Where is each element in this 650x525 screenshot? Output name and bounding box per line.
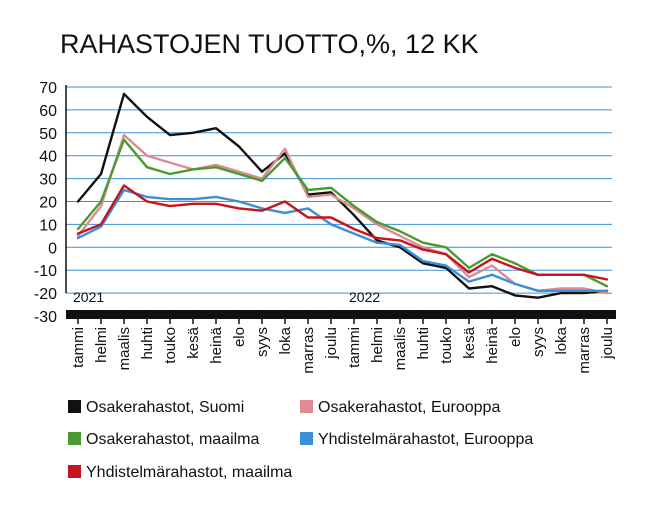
x-axis: [66, 310, 616, 324]
x-tick-label: elo: [507, 327, 524, 347]
y-tick-label: 50: [39, 126, 57, 143]
series-line-1: [76, 92, 609, 299]
legend-label: Osakerahastot, Eurooppa: [318, 399, 500, 416]
legend-swatch: [68, 432, 81, 445]
x-tick-label: kesä: [461, 326, 478, 358]
x-tick-label: heinä: [484, 326, 501, 363]
legend-swatch: [68, 400, 81, 413]
x-tick-label: syys: [254, 327, 271, 357]
y-tick-label: 10: [39, 217, 57, 234]
x-tick-label: maalis: [392, 327, 409, 370]
chart-title: RAHASTOJEN TUOTTO,%, 12 KK: [60, 29, 479, 59]
legend-item: Osakerahastot, Suomi: [68, 399, 244, 416]
x-tick-label: joulu: [599, 327, 616, 360]
y-tick-label: 40: [39, 149, 57, 166]
x-tick-label: touko: [162, 327, 179, 364]
x-tick-label: maalis: [116, 327, 133, 370]
y-tick-label: -20: [34, 286, 57, 303]
y-tick-label: 30: [39, 172, 57, 189]
legend-item: Osakerahastot, Eurooppa: [300, 399, 500, 416]
x-tick-label: syys: [530, 327, 547, 357]
series-line-5: [76, 184, 609, 281]
x-tick-label: helmi: [93, 327, 110, 363]
legend-swatch: [300, 400, 313, 413]
y-tick-label: 70: [39, 80, 57, 97]
x-tick-label: elo: [231, 327, 248, 347]
x-tick-label: loka: [553, 326, 570, 354]
x-tick-label: kesä: [185, 326, 202, 358]
y-axis-ticks: 70 60 50 40 30 20 10 0 -10 -20 -30: [34, 80, 57, 326]
x-tick-label: joulu: [323, 327, 340, 360]
legend-item: Yhdistelmärahastot, maailma: [68, 464, 292, 481]
year-label: 2022: [349, 289, 380, 305]
x-tick-label: tammi: [70, 327, 87, 368]
x-tick-label: loka: [277, 326, 294, 354]
legend-label: Osakerahastot, maailma: [86, 431, 260, 448]
x-tick-label: helmi: [369, 327, 386, 363]
y-tick-label: 20: [39, 195, 57, 212]
y-tick-label: -30: [34, 309, 57, 326]
legend-item: Osakerahastot, maailma: [68, 431, 260, 448]
legend-swatch: [68, 465, 81, 478]
y-tick-label: 60: [39, 103, 57, 120]
x-axis-bar: [66, 310, 616, 319]
y-tick-label: -10: [34, 263, 57, 280]
x-tick-label: marras: [576, 327, 593, 374]
series-line-4: [76, 188, 609, 292]
series-line-3: [76, 138, 609, 288]
x-tick-label: touko: [438, 327, 455, 364]
x-tick-label: heinä: [208, 326, 225, 363]
x-tick-label: tammi: [346, 327, 363, 368]
legend-label: Yhdistelmärahastot, Eurooppa: [318, 431, 533, 448]
year-labels: 2021 2022: [73, 289, 380, 305]
year-label: 2021: [73, 289, 104, 305]
legend-label: Yhdistelmärahastot, maailma: [86, 464, 292, 481]
legend-swatch: [300, 432, 313, 445]
legend-item: Yhdistelmärahastot, Eurooppa: [300, 431, 533, 448]
legend-label: Osakerahastot, Suomi: [86, 399, 244, 416]
x-tick-label: huhti: [139, 327, 156, 360]
series-lines: [76, 92, 609, 299]
legend: Osakerahastot, Suomi Osakerahastot, Euroo…: [68, 399, 533, 481]
x-tick-label: marras: [300, 327, 317, 374]
x-tick-label: huhti: [415, 327, 432, 360]
x-axis-ticks: tammi helmi maalis huhti touko kesä heinä elo sy…: [70, 326, 616, 373]
y-tick-label: 0: [48, 240, 57, 257]
